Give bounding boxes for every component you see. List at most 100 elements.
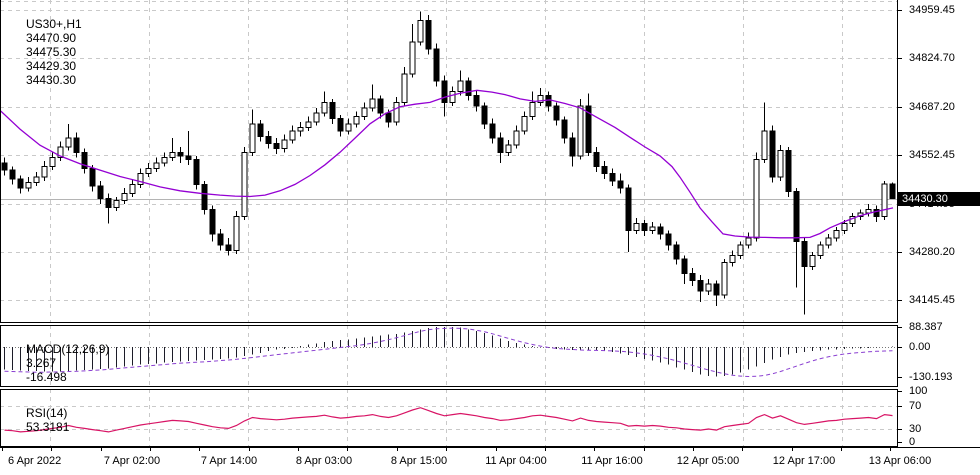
candle-bear	[889, 183, 896, 200]
candle-bull	[705, 283, 712, 292]
ohlc-low: 34429.30	[26, 59, 77, 73]
rsi-chart-canvas[interactable]	[0, 389, 898, 447]
axis-tick-mark	[898, 442, 902, 443]
candle-bear	[193, 158, 200, 185]
time-tick-mark	[2, 448, 3, 451]
candle-bull	[649, 226, 656, 232]
rsi-tick-label: 70	[909, 400, 922, 412]
candle-bear	[433, 48, 440, 82]
time-tick-mark	[644, 448, 645, 451]
candle-bull	[297, 126, 304, 132]
price-pane-frame	[0, 0, 898, 323]
candle-bull	[321, 101, 328, 114]
candle-bear	[697, 280, 704, 292]
candle-bear	[801, 240, 808, 267]
time-tick-label: 12 Apr 17:00	[772, 455, 836, 467]
candle-bear	[225, 244, 232, 251]
candle-bull	[281, 139, 288, 150]
candle-bull	[841, 223, 848, 232]
price-tick-label: 34145.45	[909, 293, 955, 306]
candle-bull	[737, 244, 744, 257]
candle-bull	[353, 116, 360, 125]
candle-bear	[593, 151, 600, 168]
candle-bear	[481, 105, 488, 125]
time-tick-label: 8 Apr 03:00	[295, 455, 353, 467]
candle-bull	[57, 146, 64, 159]
candles	[1, 11, 896, 315]
axis-tick-mark	[898, 327, 902, 328]
macd-label: MACD(12,26,9) 3.267 -16.498	[6, 328, 114, 398]
candle-bull	[249, 123, 256, 153]
axis-tick-mark	[898, 155, 902, 156]
candle-bear	[561, 119, 568, 139]
macd-chart-canvas[interactable]	[0, 325, 898, 387]
price-tick-label: 34824.70	[909, 52, 955, 64]
time-tick-mark	[150, 448, 151, 451]
candle-bull	[745, 237, 752, 246]
candle-bear	[601, 166, 608, 175]
price-axis[interactable]: 34959.4534824.7034687.2034552.4534414.95…	[898, 0, 980, 448]
rsi-tick-label: 0	[909, 436, 916, 448]
candle-bear	[217, 233, 224, 246]
candle-bull	[305, 121, 312, 128]
candle-bear	[377, 98, 384, 114]
candle-bear	[441, 80, 448, 103]
candle-bear	[9, 169, 16, 180]
candle-bear	[489, 123, 496, 139]
candle-bull	[833, 230, 840, 239]
candle-bull	[137, 173, 144, 185]
macd-signal-value: -16.498	[26, 370, 67, 384]
rsi-line	[4, 407, 893, 433]
candle-bull	[633, 223, 640, 232]
macd-name: MACD(12,26,9)	[26, 342, 110, 356]
axis-tick-mark	[898, 347, 902, 348]
candle-bear	[641, 223, 648, 232]
time-tick-mark	[298, 448, 299, 451]
candle-bear	[873, 208, 880, 217]
current-price-badge: 34430.30	[898, 191, 980, 206]
candle-bull	[825, 237, 832, 246]
rsi-tick-label: 30	[909, 423, 922, 435]
macd-tick-label: 88.387	[909, 320, 943, 333]
time-tick-mark	[199, 448, 200, 451]
chart-title: US30+,H1 34470.90 34475.30 34429.30 3443…	[6, 3, 87, 101]
axis-tick-mark	[898, 10, 902, 11]
candle-bear	[497, 137, 504, 153]
ohlc-high: 34475.30	[26, 45, 77, 59]
candle-bull	[761, 130, 768, 160]
candle-bull	[449, 91, 456, 103]
candle-bull	[233, 215, 240, 251]
rsi-gridlines	[0, 389, 898, 447]
price-chart-canvas[interactable]	[0, 0, 898, 323]
axis-tick-mark	[898, 58, 902, 59]
candle-bear	[617, 180, 624, 189]
candle-bull	[417, 19, 424, 43]
candle-bear	[89, 167, 96, 187]
time-tick-mark	[890, 448, 891, 451]
candle-bull	[505, 144, 512, 153]
candle-bear	[105, 198, 112, 209]
rsi-label: RSI(14) 53.3181	[6, 392, 74, 448]
candle-bull	[121, 192, 128, 201]
candle-bull	[817, 244, 824, 257]
candle-bear	[681, 258, 688, 274]
candle-bear	[81, 151, 88, 169]
time-tick-mark	[792, 448, 793, 451]
rsi-name: RSI(14)	[26, 406, 68, 420]
time-tick-label: 7 Apr 02:00	[103, 455, 161, 467]
time-tick-mark	[841, 448, 842, 451]
candle-bear	[177, 151, 184, 157]
time-tick-label: 7 Apr 14:00	[200, 455, 258, 467]
time-axis[interactable]: 6 Apr 2022 7 Apr 02:00 7 Apr 14:00 8 Apr 03…	[0, 447, 980, 475]
time-tick-mark	[347, 448, 348, 451]
candle-bear	[793, 190, 800, 242]
candle-bear	[713, 283, 720, 296]
candle-bull	[529, 101, 536, 118]
axis-tick-mark	[898, 406, 902, 407]
candle-bear	[625, 187, 632, 232]
macd-tick-label: -130.193	[909, 370, 953, 383]
candle-bull	[521, 116, 528, 132]
candle-bull	[721, 262, 728, 296]
axis-tick-mark	[898, 429, 902, 430]
